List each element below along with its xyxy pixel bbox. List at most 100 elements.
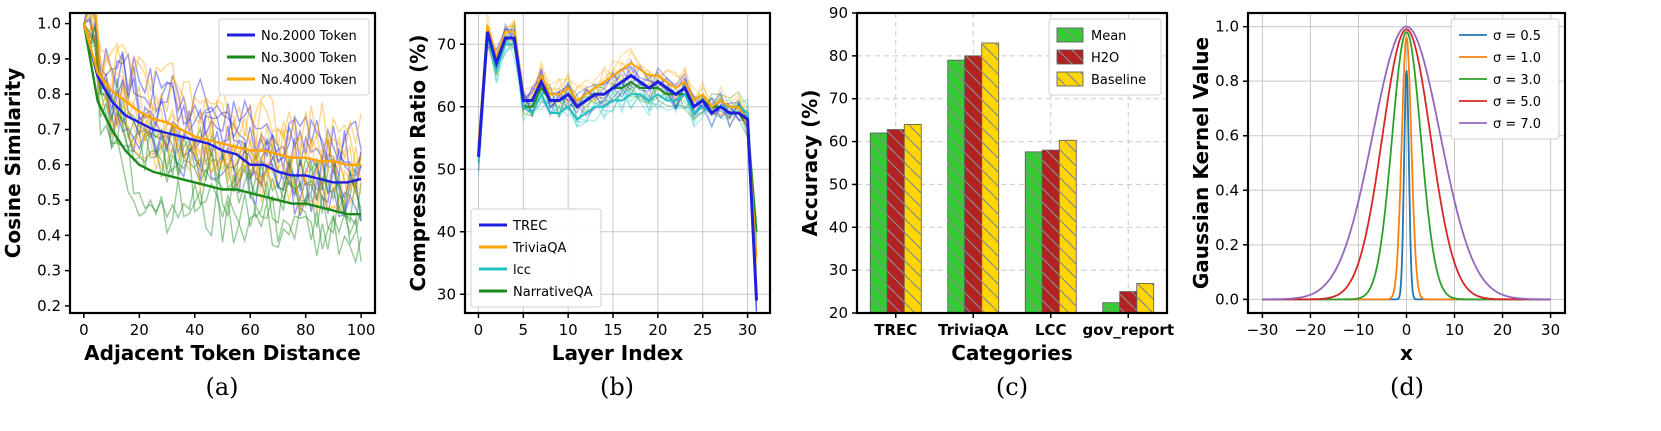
series-variant-line bbox=[477, 29, 758, 235]
legend-box bbox=[470, 208, 602, 308]
x-tick-label: 20 bbox=[648, 321, 667, 339]
caption: (d) bbox=[1390, 373, 1424, 401]
y-tick-label: 0.5 bbox=[37, 191, 61, 209]
bar-hatch bbox=[1059, 140, 1077, 313]
y-tick-label: 0.6 bbox=[37, 156, 61, 174]
x-tick-label: LCC bbox=[1035, 321, 1067, 339]
series-line-2 bbox=[82, 23, 362, 167]
y-tick-label: 0.9 bbox=[37, 50, 61, 68]
bar-hatch bbox=[947, 60, 965, 313]
caption: (a) bbox=[205, 373, 238, 401]
plot-frame bbox=[855, 11, 1169, 315]
x-tick-label: −20 bbox=[1295, 321, 1327, 339]
legend: σ = 0.5 σ = 1.0 σ = 3.0 σ = 5.0 σ = 7.0 bbox=[1450, 18, 1560, 140]
x-tick-label: −30 bbox=[1247, 321, 1279, 339]
series-variant-line bbox=[83, 23, 362, 192]
bar-hatch bbox=[981, 43, 999, 313]
plot-area bbox=[477, 13, 758, 313]
series-variant-line bbox=[83, 21, 362, 222]
legend-swatch-hatch bbox=[1057, 28, 1083, 42]
plot-frame bbox=[463, 11, 772, 315]
x-tick-label: TriviaQA bbox=[938, 321, 1009, 339]
x-tick-label: 30 bbox=[1541, 321, 1560, 339]
series-line-4 bbox=[1262, 25, 1551, 301]
series-variant-line bbox=[83, 23, 362, 226]
x-axis-label: Adjacent Token Distance bbox=[84, 341, 361, 365]
series-line-0 bbox=[477, 31, 758, 301]
caption: (c) bbox=[996, 373, 1028, 401]
legend: Mean H2O Baseline bbox=[1048, 18, 1162, 96]
bar-hatch bbox=[1025, 151, 1043, 313]
legend-label-3: σ = 5.0 bbox=[1493, 95, 1541, 110]
series-variant-line bbox=[83, 13, 362, 168]
series-variant-line bbox=[83, 19, 362, 201]
x-tick-label: 15 bbox=[603, 321, 622, 339]
chart-c: 20 30 40 50 60 70 80 90 TREC TriviaQA LCC gov_repor… bbox=[798, 4, 1174, 401]
legend-label-2: No.4000 Token bbox=[261, 73, 357, 88]
y-tick-label: 0.4 bbox=[37, 226, 61, 244]
x-tick-label: TREC bbox=[874, 321, 917, 339]
x-tick-label: 100 bbox=[347, 321, 376, 339]
chart-d: 0.0 0.2 0.4 0.6 0.8 1.0 −30 −20 −10 0 10 20 30 x Gauss… bbox=[1189, 11, 1567, 401]
y-tick-label: 40 bbox=[829, 218, 848, 236]
series-variant-line bbox=[83, 13, 362, 219]
series-variant-line bbox=[477, 27, 758, 223]
chart-a: 0.2 0.3 0.4 0.5 0.6 0.7 0.8 0.9 1.0 0 20 40 60 80 100 A… bbox=[1, 11, 377, 401]
bar-hatch bbox=[870, 133, 888, 313]
x-tick-label: 0 bbox=[474, 321, 484, 339]
legend-label-4: σ = 7.0 bbox=[1493, 117, 1541, 132]
y-tick-label: 0.3 bbox=[37, 262, 61, 280]
bar-hatch bbox=[964, 55, 982, 313]
y-tick-label: 0.0 bbox=[1215, 290, 1239, 308]
plot-area bbox=[1262, 25, 1551, 301]
y-tick-label: 60 bbox=[437, 98, 456, 116]
chart-b: 30 40 50 60 70 0 5 10 15 20 25 30 Layer Index Compres… bbox=[406, 11, 772, 401]
series-variant-line bbox=[83, 23, 362, 246]
y-tick-label: 80 bbox=[829, 47, 848, 65]
y-tick-label: 30 bbox=[437, 285, 456, 303]
x-tick-label: 10 bbox=[1445, 321, 1464, 339]
bar-hatch bbox=[1102, 302, 1120, 313]
y-tick-label: 20 bbox=[829, 304, 848, 322]
x-tick-label: 10 bbox=[559, 321, 578, 339]
series-variant-line bbox=[83, 23, 362, 224]
x-tick-label: 25 bbox=[693, 321, 712, 339]
bar-hatch bbox=[1042, 150, 1060, 313]
bar-hatch bbox=[1119, 291, 1137, 313]
series-variant-line bbox=[83, 23, 362, 177]
series-variant-line bbox=[83, 23, 362, 262]
series-variant-line bbox=[83, 16, 362, 167]
legend-label-1: TriviaQA bbox=[512, 241, 566, 256]
x-axis-label: Categories bbox=[951, 341, 1073, 365]
y-tick-label: 50 bbox=[437, 160, 456, 178]
series-variant-line bbox=[83, 23, 362, 211]
legend-box bbox=[218, 18, 370, 96]
legend: No.2000 Token No.3000 Token No.4000 Token bbox=[218, 18, 370, 96]
x-tick-label: 20 bbox=[130, 321, 149, 339]
y-tick-label: 0.2 bbox=[1215, 236, 1239, 254]
y-tick-label: 70 bbox=[829, 90, 848, 108]
bar-hatch bbox=[1136, 283, 1154, 313]
plot-area bbox=[869, 42, 1155, 313]
y-tick-label: 0.8 bbox=[37, 85, 61, 103]
y-axis-label: Accuracy (%) bbox=[798, 90, 822, 237]
plot-frame bbox=[68, 11, 377, 315]
y-tick-label: 0.6 bbox=[1215, 127, 1239, 145]
y-tick-label: 1.0 bbox=[37, 15, 61, 33]
caption: (b) bbox=[600, 373, 634, 401]
series-variant-line bbox=[477, 13, 758, 272]
series-line-1 bbox=[82, 23, 362, 216]
y-tick-label: 0.7 bbox=[37, 120, 61, 138]
x-tick-label: 40 bbox=[185, 321, 204, 339]
legend-swatch-hatch bbox=[1057, 72, 1083, 86]
x-tick-label: 0 bbox=[1402, 321, 1412, 339]
y-tick-label: 30 bbox=[829, 261, 848, 279]
x-tick-label: gov_report bbox=[1082, 321, 1174, 339]
x-axis-label: Layer Index bbox=[552, 341, 684, 365]
y-axis-label: Compression Ratio (%) bbox=[406, 35, 430, 292]
series-line-0 bbox=[82, 23, 362, 184]
legend-label-1: σ = 1.0 bbox=[1493, 51, 1541, 66]
legend-label-0: Mean bbox=[1091, 29, 1126, 44]
legend-label-0: TREC bbox=[512, 219, 547, 234]
